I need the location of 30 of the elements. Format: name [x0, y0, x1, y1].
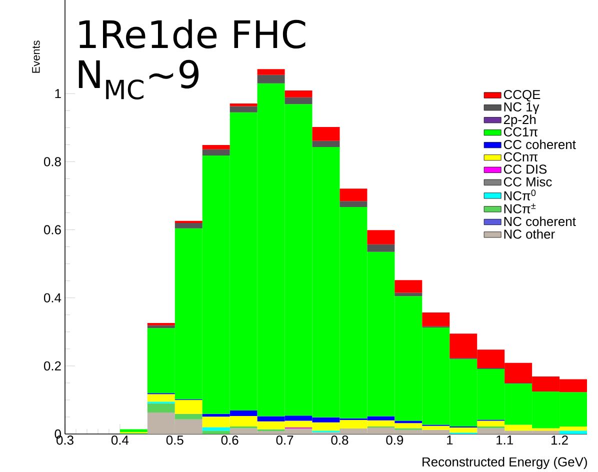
- legend-label: NC 1γ: [504, 102, 540, 114]
- x-tick-label: 0.7: [276, 436, 294, 445]
- legend-label: CC coherent: [504, 140, 576, 150]
- y-tick-label: 0.8: [44, 157, 61, 166]
- x-tick-label: 0.6: [221, 436, 238, 445]
- legend-label: CCQE: [504, 90, 540, 102]
- y-tick-label: 1: [55, 89, 61, 98]
- x-tick-label: 1.1: [496, 436, 513, 444]
- x-tick-label: 0.8: [331, 436, 348, 445]
- legend-label: CCnπ: [504, 152, 538, 162]
- legend-label: NCπ$^{0}$: [504, 190, 536, 200]
- legend-label: CC Misc: [504, 176, 552, 186]
- y-tick-label: 0.4: [44, 293, 62, 302]
- y-tick-label: 0.6: [44, 225, 61, 234]
- x-tick-label: 0.5: [166, 436, 184, 445]
- legend-label: CC1π: [504, 127, 538, 136]
- x-tick-label: 0.4: [111, 436, 129, 445]
- legend-label: NC other: [504, 229, 555, 239]
- legend-label: NC coherent: [504, 216, 576, 226]
- x-tick-label: 1: [447, 436, 453, 444]
- x-tick-label: 1.2: [552, 436, 568, 445]
- x-axis-title: Reconstructed Energy (GeV): [422, 456, 587, 470]
- legend-label: 2p-2h: [504, 114, 536, 127]
- legend-label: CC DIS: [504, 164, 547, 174]
- text: N$_{MC}$~9: [78, 60, 199, 100]
- chart-title: 1Re1de FHC: [79, 19, 306, 49]
- y-tick-label: 0.2: [44, 361, 61, 371]
- legend-label: NCπ$^{±}$: [504, 204, 536, 214]
- x-tick-label: 0.9: [386, 436, 404, 445]
- y-axis-title: Events: [32, 40, 40, 73]
